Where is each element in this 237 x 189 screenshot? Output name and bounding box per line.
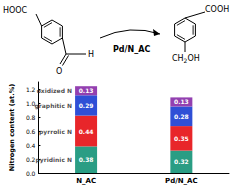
svg-text:pyridinic N: pyridinic N: [36, 156, 73, 164]
svg-text:pyrrolic N: pyrrolic N: [39, 128, 72, 136]
svg-text:0.8: 0.8: [26, 114, 36, 121]
svg-text:0.28: 0.28: [174, 113, 189, 120]
svg-text:Pd/N_AC: Pd/N_AC: [113, 45, 150, 54]
svg-text:0.13: 0.13: [174, 98, 189, 105]
svg-text:0.35: 0.35: [174, 135, 189, 142]
svg-text:0.44: 0.44: [79, 128, 94, 135]
svg-text:Pd/N_AC: Pd/N_AC: [165, 177, 198, 185]
svg-text:oxidized N: oxidized N: [37, 87, 72, 94]
svg-text:0.38: 0.38: [79, 156, 94, 163]
svg-text:0.13: 0.13: [79, 87, 94, 94]
svg-text:1.0: 1.0: [25, 99, 36, 107]
svg-text:0.29: 0.29: [79, 102, 94, 109]
svg-text:0.4: 0.4: [26, 142, 36, 149]
svg-text:Nitrogen content (at.%): Nitrogen content (at.%): [8, 84, 16, 171]
svg-text:1.2: 1.2: [26, 86, 36, 93]
svg-text:COOH: COOH: [205, 5, 229, 14]
svg-text:0.6: 0.6: [26, 128, 36, 135]
svg-text:0.32: 0.32: [174, 158, 189, 165]
svg-text:O: O: [56, 67, 62, 76]
svg-text:N_AC: N_AC: [76, 177, 96, 185]
svg-text:0.0: 0.0: [26, 170, 36, 177]
svg-text:CH2OH: CH2OH: [172, 54, 200, 64]
svg-text:H: H: [88, 50, 94, 59]
svg-text:HOOC: HOOC: [3, 6, 28, 15]
svg-text:0.2: 0.2: [26, 156, 36, 163]
svg-text:graphitic N: graphitic N: [35, 102, 73, 110]
